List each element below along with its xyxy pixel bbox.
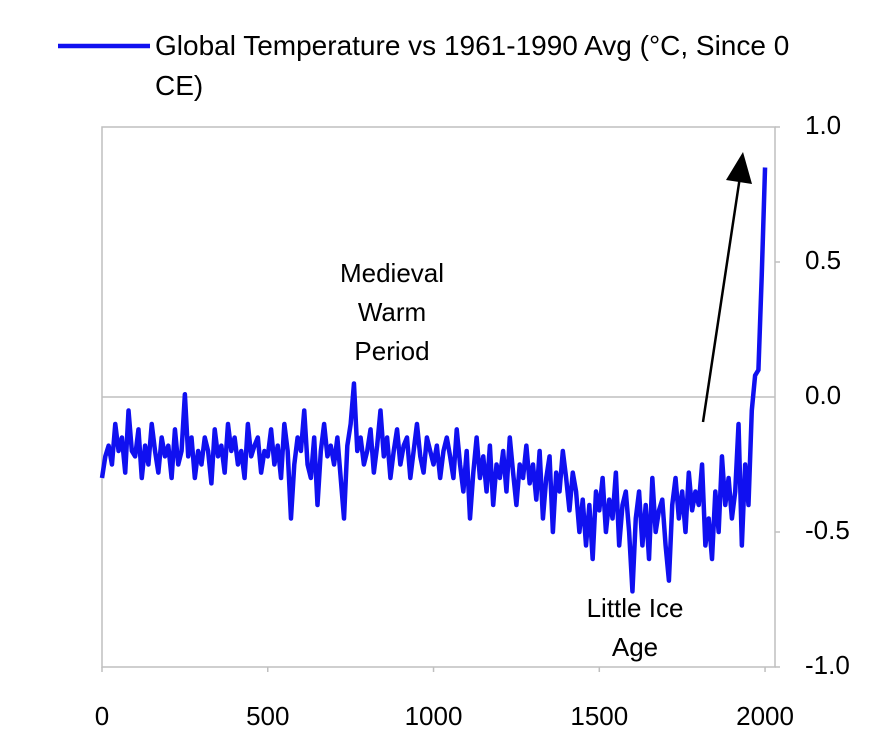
y-tick-label: 0.5 — [805, 245, 841, 275]
annotation: Warm — [358, 297, 426, 327]
x-tick-label: 1000 — [405, 701, 463, 731]
annotation: Medieval — [340, 258, 444, 288]
data-line — [99, 167, 768, 594]
annotation: Period — [354, 336, 429, 366]
arrow-head — [726, 152, 752, 184]
y-tick-label: -0.5 — [805, 515, 850, 545]
x-tick-label: 1500 — [570, 701, 628, 731]
x-tick-label: 0 — [95, 701, 109, 731]
legend-label: Global Temperature vs 1961-1990 Avg (°C,… — [155, 30, 790, 101]
annotation: Little Ice — [587, 593, 684, 623]
arrow — [701, 165, 746, 423]
x-tick-label: 500 — [246, 701, 289, 731]
annotation: Age — [612, 632, 658, 662]
y-tick-label: 0.0 — [805, 380, 841, 410]
y-tick-label: 1.0 — [805, 110, 841, 140]
x-tick-label: 2000 — [736, 701, 794, 731]
y-tick-label: -1.0 — [805, 650, 850, 680]
